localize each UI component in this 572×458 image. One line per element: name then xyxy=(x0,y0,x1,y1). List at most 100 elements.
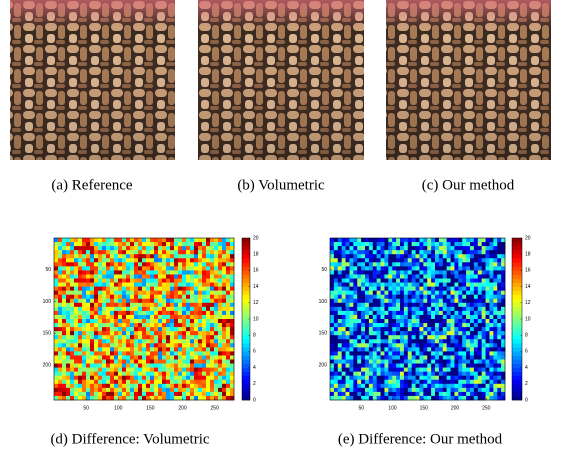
heatmap-cell xyxy=(388,347,392,351)
heatmap-cell xyxy=(122,283,126,287)
heatmap-cell xyxy=(404,274,408,278)
heatmap-cell xyxy=(206,279,210,283)
heatmap-cell xyxy=(158,392,162,396)
heatmap-cell xyxy=(447,242,451,246)
heatmap-cell xyxy=(114,360,118,364)
heatmap-cell xyxy=(400,392,404,396)
heatmap-cell xyxy=(198,311,202,315)
heatmap-cell xyxy=(334,279,338,283)
heatmap-cell xyxy=(90,347,94,351)
heatmap-cell xyxy=(138,242,142,246)
heatmap-cell xyxy=(122,270,126,274)
heatmap-cell xyxy=(361,376,365,380)
heatmap-cell xyxy=(478,299,482,303)
heatmap-cell xyxy=(501,355,505,359)
heatmap-cell xyxy=(70,376,74,380)
heatmap-cell xyxy=(134,311,138,315)
heatmap-cell xyxy=(62,246,66,250)
heatmap-cell xyxy=(182,380,186,384)
heatmap-cell xyxy=(78,396,82,400)
heatmap-cell xyxy=(388,368,392,372)
heatmap-cell xyxy=(142,347,146,351)
heatmap-cell xyxy=(54,258,58,262)
heatmap-cell xyxy=(404,396,408,400)
heatmap-cell xyxy=(122,291,126,295)
heatmap-cell xyxy=(369,311,373,315)
heatmap-cell xyxy=(222,384,226,388)
heatmap-cell xyxy=(493,250,497,254)
heatmap-cell xyxy=(454,339,458,343)
heatmap-cell xyxy=(369,351,373,355)
heatmap-cell xyxy=(122,355,126,359)
heatmap-cell xyxy=(142,388,146,392)
heatmap-cell xyxy=(439,258,443,262)
heatmap-cell xyxy=(478,303,482,307)
heatmap-cell xyxy=(454,291,458,295)
heatmap-cell xyxy=(388,274,392,278)
colorbar-segment xyxy=(512,270,522,274)
heatmap-cell xyxy=(182,319,186,323)
heatmap-cell xyxy=(400,388,404,392)
heatmap-cell xyxy=(357,238,361,242)
heatmap-cell xyxy=(458,351,462,355)
heatmap-cell xyxy=(210,315,214,319)
heatmap-cell xyxy=(384,307,388,311)
heatmap-cell xyxy=(62,270,66,274)
heatmap-cell xyxy=(388,355,392,359)
heatmap-cell xyxy=(435,254,439,258)
colorbar-segment xyxy=(512,307,522,311)
heatmap-cell xyxy=(218,246,222,250)
heatmap-cell xyxy=(338,392,342,396)
heatmap-cell xyxy=(349,250,353,254)
heatmap-cell xyxy=(186,283,190,287)
heatmap-cell xyxy=(412,307,416,311)
heatmap-cell xyxy=(431,319,435,323)
heatmap-cell xyxy=(74,360,78,364)
heatmap-cell xyxy=(138,343,142,347)
heatmap-cell xyxy=(134,238,138,242)
heatmap-cell xyxy=(462,295,466,299)
heatmap-cell xyxy=(388,376,392,380)
heatmap-cell xyxy=(190,274,194,278)
heatmap-cell xyxy=(142,323,146,327)
heatmap-cell xyxy=(126,242,130,246)
heatmap-cell xyxy=(404,327,408,331)
heatmap-cell xyxy=(439,307,443,311)
colorbar-segment xyxy=(242,327,250,331)
heatmap-cell xyxy=(466,360,470,364)
heatmap-cell xyxy=(342,287,346,291)
heatmap-cell xyxy=(474,238,478,242)
heatmap-cell xyxy=(396,262,400,266)
heatmap-cell xyxy=(346,360,350,364)
heatmap-cell xyxy=(230,327,234,331)
heatmap-cell xyxy=(501,291,505,295)
heatmap-cell xyxy=(154,339,158,343)
heatmap-cell xyxy=(478,270,482,274)
heatmap-cell xyxy=(439,315,443,319)
heatmap-cell xyxy=(62,360,66,364)
heatmap-cell xyxy=(146,266,150,270)
heatmap-cell xyxy=(474,270,478,274)
heatmap-cell xyxy=(454,266,458,270)
heatmap-cell xyxy=(478,355,482,359)
heatmap-cell xyxy=(443,396,447,400)
colorbar-segment xyxy=(512,335,522,339)
heatmap-cell xyxy=(230,364,234,368)
heatmap-cell xyxy=(202,274,206,278)
heatmap-cell xyxy=(90,339,94,343)
heatmap-cell xyxy=(501,299,505,303)
heatmap-cell xyxy=(338,360,342,364)
heatmap-cell xyxy=(118,262,122,266)
heatmap-cell xyxy=(178,372,182,376)
heatmap-cell xyxy=(443,343,447,347)
heatmap-cell xyxy=(404,295,408,299)
heatmap-cell xyxy=(497,392,501,396)
heatmap-cell xyxy=(142,396,146,400)
heatmap-cell xyxy=(501,279,505,283)
heatmap-cell xyxy=(338,291,342,295)
heatmap-cell xyxy=(342,291,346,295)
heatmap-cell xyxy=(346,254,350,258)
heatmap-cell xyxy=(427,266,431,270)
heatmap-cell xyxy=(182,246,186,250)
heatmap-cell xyxy=(466,258,470,262)
